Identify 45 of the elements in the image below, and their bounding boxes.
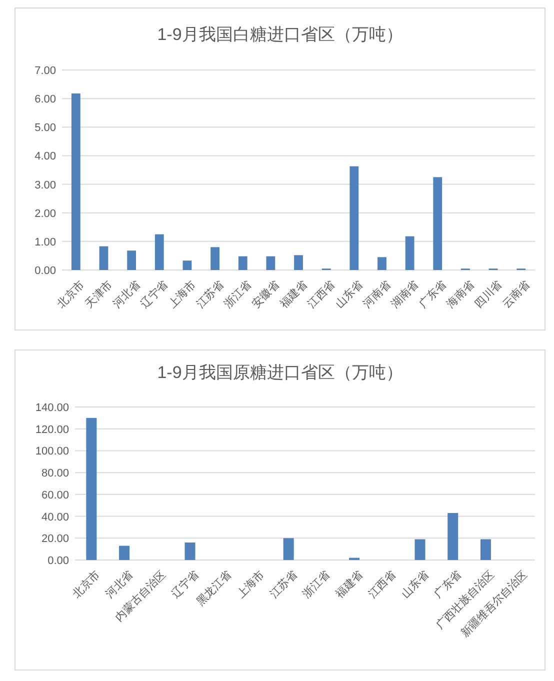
y-tick-label: 100.00 [35, 446, 69, 458]
bar [405, 236, 414, 270]
bar [480, 539, 491, 560]
x-tick-label: 上海市 [234, 568, 267, 601]
y-tick-label: 1.00 [34, 236, 56, 248]
x-tick-label: 山东省 [398, 568, 432, 601]
bar [448, 513, 458, 560]
bar [294, 255, 303, 270]
bar [433, 177, 442, 270]
y-tick-label: 0.00 [34, 265, 56, 277]
x-tick-label: 江西省 [366, 568, 398, 601]
x-tick-label: 江苏省 [267, 568, 300, 601]
bar [86, 418, 97, 560]
bar [127, 250, 136, 270]
y-tick-label: 140.00 [35, 402, 69, 414]
y-tick-label: 5.00 [34, 122, 56, 134]
y-tick-label: 6.00 [34, 94, 56, 106]
bar [119, 546, 130, 560]
y-tick-label: 80.00 [41, 468, 69, 480]
y-tick-label: 3.00 [34, 179, 56, 192]
x-tick-label: 福建省 [332, 568, 366, 601]
y-tick-label: 20.00 [41, 533, 69, 546]
chart-title: 1-9月我国原糖进口省区（万吨） [157, 363, 403, 382]
bar [182, 260, 192, 270]
bar [283, 538, 294, 560]
y-tick-label: 40.00 [41, 511, 69, 524]
y-tick-label: 60.00 [41, 489, 69, 502]
y-tick-label: 7.00 [34, 65, 56, 77]
bar [350, 166, 359, 270]
y-tick-label: 0.00 [48, 555, 69, 567]
y-tick-label: 120.00 [35, 424, 69, 436]
bar [184, 542, 196, 560]
y-tick-label: 4.00 [34, 150, 56, 163]
chart-title: 1-9月我国白糖进口省区（万吨） [157, 25, 403, 44]
bar [414, 539, 426, 560]
bar [71, 93, 80, 270]
bar [154, 234, 164, 270]
x-tick-label: 浙江省 [300, 568, 333, 601]
bar [238, 256, 248, 270]
bar [378, 257, 386, 270]
x-tick-label: 北京市 [70, 568, 103, 601]
y-tick-label: 2.00 [34, 208, 56, 220]
bar [99, 246, 108, 270]
bar [210, 247, 220, 270]
bar [266, 256, 276, 270]
